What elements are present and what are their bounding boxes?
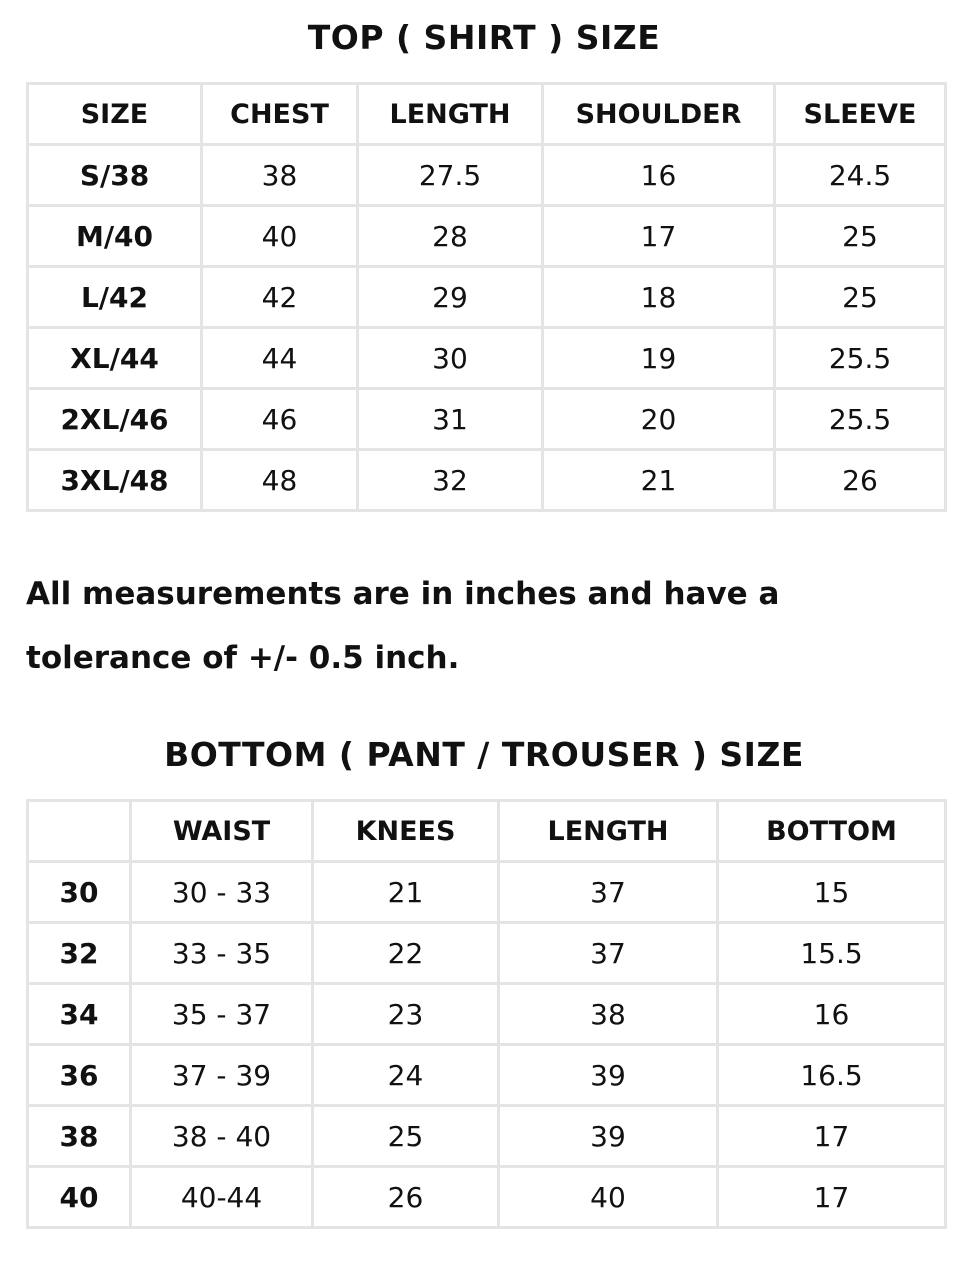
column-header: SHOULDER [541,82,776,146]
measurement-note: All measurements are in inches and have … [26,576,780,676]
table-row: 32 33 - 35 22 37 15.5 [26,921,947,985]
column-header: LENGTH [356,82,544,146]
measurement-cell: 40 [200,204,359,268]
table-row: 40 40-44 26 40 17 [26,1165,947,1229]
measurement-cell: 28 [356,204,544,268]
column-header: SLEEVE [773,82,947,146]
measurement-cell: 38 [200,143,359,207]
measurement-cell: 37 [497,921,719,985]
table-header-row: SIZE CHEST LENGTH SHOULDER SLEEVE [26,82,947,146]
measurement-cell: 23 [311,982,500,1046]
measurement-cell: 32 [356,448,544,512]
measurement-cell: 30 [356,326,544,390]
measurement-cell: 33 - 35 [129,921,314,985]
measurement-cell: 24.5 [773,143,947,207]
size-label-cell: 30 [26,860,132,924]
size-label-cell: 3XL/48 [26,448,203,512]
table-header-row: WAIST KNEES LENGTH BOTTOM [26,799,947,863]
top-size-table: SIZE CHEST LENGTH SHOULDER SLEEVE S/38 38 27.5 1… [26,82,947,512]
measurement-cell: 31 [356,387,544,451]
measurement-cell: 16.5 [716,1043,947,1107]
column-header: CHEST [200,82,359,146]
bottom-size-table: WAIST KNEES LENGTH BOTTOM 30 30 - 33 21 37 15 32 3… [26,799,947,1229]
table-row: 36 37 - 39 24 39 16.5 [26,1043,947,1107]
measurement-cell: 25.5 [773,387,947,451]
measurement-cell: 17 [716,1165,947,1229]
size-label-cell: 40 [26,1165,132,1229]
measurement-cell: 46 [200,387,359,451]
table-row: 30 30 - 33 21 37 15 [26,860,947,924]
measurement-cell: 25 [773,265,947,329]
measurement-cell: 17 [716,1104,947,1168]
measurement-cell: 18 [541,265,776,329]
size-label-cell: L/42 [26,265,203,329]
measurement-cell: 40-44 [129,1165,314,1229]
measurement-cell: 27.5 [356,143,544,207]
measurement-cell: 22 [311,921,500,985]
measurement-cell: 38 [497,982,719,1046]
table-row: 34 35 - 37 23 38 16 [26,982,947,1046]
measurement-cell: 24 [311,1043,500,1107]
measurement-cell: 25 [773,204,947,268]
column-header: SIZE [26,82,203,146]
measurement-cell: 37 [497,860,719,924]
table-row: 2XL/46 46 31 20 25.5 [26,387,947,451]
column-header: KNEES [311,799,500,863]
measurement-cell: 25.5 [773,326,947,390]
size-label-cell: 32 [26,921,132,985]
measurement-cell: 15.5 [716,921,947,985]
measurement-cell: 21 [311,860,500,924]
top-size-title: TOP ( SHIRT ) SIZE [307,18,661,57]
size-label-cell: 34 [26,982,132,1046]
size-label-cell: 2XL/46 [26,387,203,451]
column-header: BOTTOM [716,799,947,863]
size-label-cell: S/38 [26,143,203,207]
bottom-size-title: BOTTOM ( PANT / TROUSER ) SIZE [164,735,804,774]
measurement-cell: 16 [716,982,947,1046]
size-label-cell: 38 [26,1104,132,1168]
measurement-cell: 21 [541,448,776,512]
table-row: XL/44 44 30 19 25.5 [26,326,947,390]
measurement-cell: 30 - 33 [129,860,314,924]
table-row: 3XL/48 48 32 21 26 [26,448,947,512]
measurement-cell: 35 - 37 [129,982,314,1046]
column-header: WAIST [129,799,314,863]
table-row: 38 38 - 40 25 39 17 [26,1104,947,1168]
measurement-cell: 39 [497,1043,719,1107]
size-label-cell: 36 [26,1043,132,1107]
table-row: S/38 38 27.5 16 24.5 [26,143,947,207]
measurement-cell: 29 [356,265,544,329]
measurement-cell: 19 [541,326,776,390]
table-row: M/40 40 28 17 25 [26,204,947,268]
measurement-cell: 20 [541,387,776,451]
size-label-cell: XL/44 [26,326,203,390]
measurement-cell: 37 - 39 [129,1043,314,1107]
column-header: LENGTH [497,799,719,863]
measurement-cell: 39 [497,1104,719,1168]
table-row: L/42 42 29 18 25 [26,265,947,329]
measurement-cell: 48 [200,448,359,512]
measurement-cell: 17 [541,204,776,268]
measurement-cell: 40 [497,1165,719,1229]
measurement-cell: 25 [311,1104,500,1168]
measurement-cell: 26 [773,448,947,512]
size-label-cell: M/40 [26,204,203,268]
measurement-cell: 26 [311,1165,500,1229]
measurement-cell: 38 - 40 [129,1104,314,1168]
measurement-cell: 15 [716,860,947,924]
measurement-cell: 44 [200,326,359,390]
measurement-cell: 16 [541,143,776,207]
measurement-cell: 42 [200,265,359,329]
column-header [26,799,132,863]
